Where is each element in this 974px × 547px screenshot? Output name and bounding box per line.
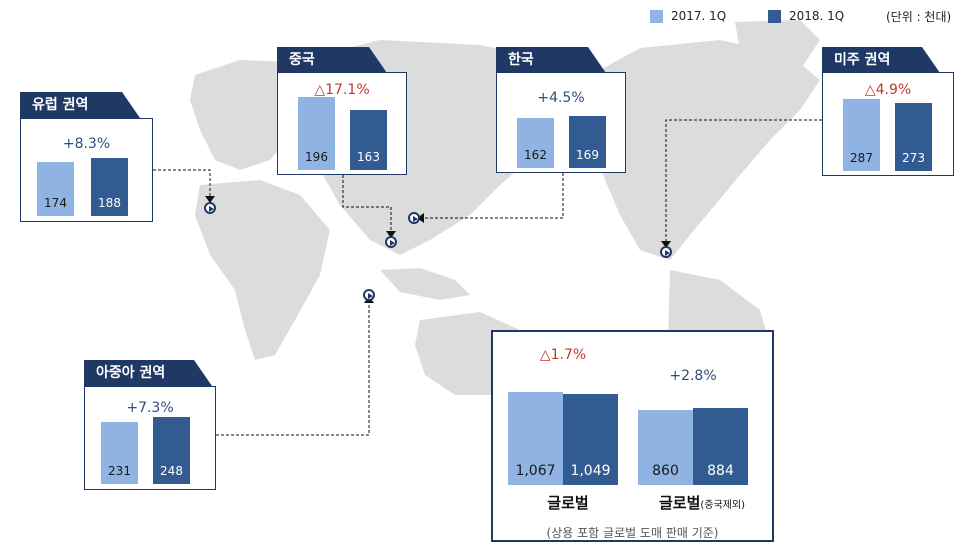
global-bar-ex-china-2017 — [638, 410, 693, 485]
korea-region-box — [496, 72, 626, 173]
korea-region-title: 한국 — [496, 47, 606, 73]
china-bar-2018 — [350, 110, 387, 170]
global-footnote: (상용 포함 글로벌 도매 판매 기준) — [546, 526, 719, 540]
global-ex-china-category-text: 글로벌 — [658, 494, 701, 512]
korea-bar-label-2017: 162 — [524, 148, 547, 162]
china-bar-2017 — [298, 97, 335, 170]
korea-location-marker-icon — [408, 212, 420, 224]
asia-africa-change-label: +7.3% — [126, 400, 174, 416]
legend-label-2017: 2017. 1Q — [671, 9, 727, 23]
global-bar-total-2017 — [508, 392, 563, 485]
legend-item-2017: 2017. 1Q — [650, 6, 726, 26]
legend-label-2018: 2018. 1Q — [789, 9, 845, 23]
europe-location-marker-icon — [204, 202, 216, 214]
global-bar-ex-china-2018 — [693, 408, 748, 485]
americas-region-title: 미주 권역 — [822, 47, 940, 73]
americas-bar-label-2017: 287 — [850, 151, 873, 165]
global-bar-label-ex-china-2018: 884 — [707, 463, 734, 479]
global-ex-china-subtext: (중국제외) — [700, 500, 745, 511]
global-bar-label-total-2017: 1,067 — [515, 463, 556, 479]
global-category-text: 글로벌 — [547, 494, 589, 512]
korea-bar-label-2018: 169 — [576, 148, 599, 162]
korea-bar-2017 — [517, 118, 554, 168]
korea-bar-2018 — [569, 116, 606, 168]
europe-change-label: +8.3% — [62, 136, 111, 152]
asia-africa-region-title: 아중아 권역 — [84, 360, 212, 386]
americas-bar-label-2018: 273 — [902, 151, 925, 165]
europe-region-title: 유럽 권역 — [20, 92, 140, 118]
americas-bar-2017 — [843, 99, 880, 171]
asia-africa-bar-label-2017: 231 — [108, 464, 131, 478]
china-change-label: △17.1% — [314, 82, 370, 98]
legend-item-2018: 2018. 1Q — [768, 6, 844, 26]
europe-bar-2017 — [37, 162, 74, 216]
unit-label: (단위 : 천대) — [886, 10, 952, 24]
global-bar-label-total-2018: 1,049 — [570, 463, 611, 479]
china-region-title: 중국 — [277, 47, 387, 73]
europe-bar-2018 — [91, 158, 128, 216]
asia-africa-bar-2018 — [153, 417, 190, 484]
china-bar-label-2017: 196 — [305, 150, 328, 164]
global-bar-total-2018 — [563, 394, 618, 485]
china-location-marker-icon — [385, 236, 397, 248]
global-category-label: 글로벌 — [513, 492, 623, 513]
global-bar-label-ex-china-2017: 860 — [652, 463, 679, 479]
asia-africa-location-marker-icon — [363, 289, 375, 301]
legend-swatch-2018 — [768, 9, 781, 23]
asia-africa-bar-label-2018: 248 — [160, 464, 183, 478]
americas-change-label: △4.9% — [864, 82, 912, 98]
korea-change-label: +4.5% — [537, 90, 585, 106]
global-change-label-total: △1.7% — [539, 347, 587, 363]
legend-swatch-2017 — [650, 9, 663, 23]
global-ex-china-category-label: 글로벌(중국제외) — [637, 492, 767, 513]
europe-bar-label-2018: 188 — [98, 196, 121, 210]
global-change-label-ex-china: +2.8% — [669, 368, 717, 384]
europe-bar-label-2017: 174 — [44, 196, 67, 210]
americas-location-marker-icon — [660, 246, 672, 258]
asia-africa-bar-2017 — [101, 422, 138, 484]
americas-bar-2018 — [895, 103, 932, 171]
china-bar-label-2018: 163 — [357, 150, 380, 164]
